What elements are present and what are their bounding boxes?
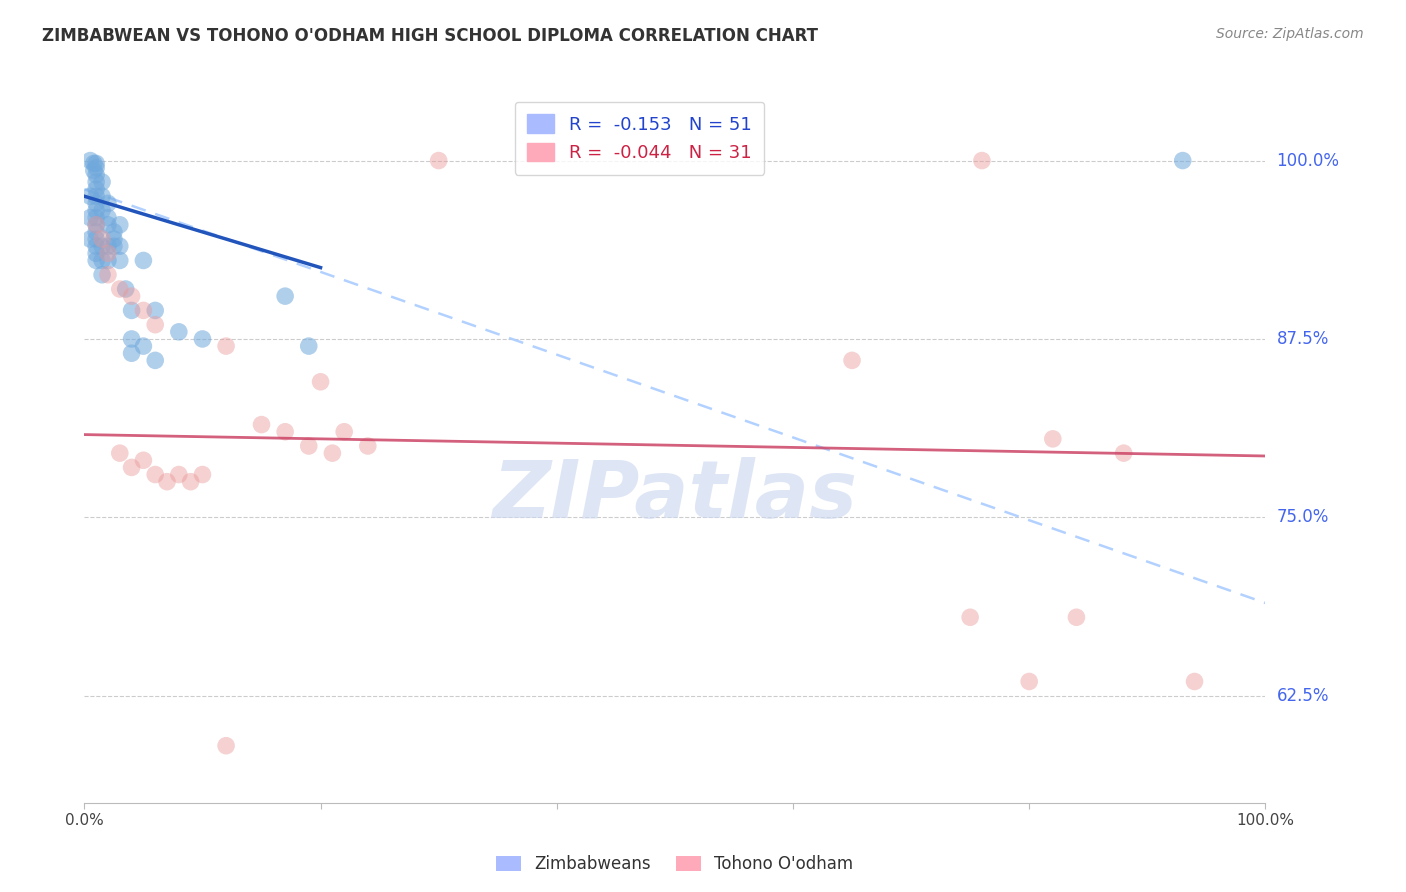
Point	[79, 211, 101, 225]
Point	[121, 460, 143, 475]
Point	[108, 282, 131, 296]
Point	[274, 425, 297, 439]
Point	[970, 153, 993, 168]
Point	[103, 239, 125, 253]
Point	[121, 332, 143, 346]
Point	[84, 161, 107, 175]
Point	[143, 353, 166, 368]
Point	[121, 303, 143, 318]
Point	[91, 203, 114, 218]
Point	[132, 453, 155, 467]
Point	[91, 239, 114, 253]
Point	[132, 339, 155, 353]
Point	[97, 268, 120, 282]
Point	[1066, 610, 1088, 624]
Point	[1042, 432, 1064, 446]
Point	[427, 153, 450, 168]
Text: 75.0%: 75.0%	[1277, 508, 1329, 526]
Point	[103, 225, 125, 239]
Point	[84, 189, 107, 203]
Point	[91, 268, 114, 282]
Point	[309, 375, 332, 389]
Point	[97, 211, 120, 225]
Text: 100.0%: 100.0%	[1277, 152, 1340, 169]
Point	[1018, 674, 1040, 689]
Point	[167, 467, 190, 482]
Point	[143, 303, 166, 318]
Point	[84, 175, 107, 189]
Point	[121, 346, 143, 360]
Point	[83, 163, 105, 178]
Point	[321, 446, 343, 460]
Point	[108, 218, 131, 232]
Point	[84, 168, 107, 182]
Point	[333, 425, 356, 439]
Text: ZIMBABWEAN VS TOHONO O'ODHAM HIGH SCHOOL DIPLOMA CORRELATION CHART: ZIMBABWEAN VS TOHONO O'ODHAM HIGH SCHOOL…	[42, 27, 818, 45]
Point	[91, 175, 114, 189]
Point	[114, 282, 136, 296]
Point	[191, 467, 214, 482]
Point	[84, 232, 107, 246]
Point	[103, 232, 125, 246]
Point	[143, 318, 166, 332]
Point	[167, 325, 190, 339]
Point	[180, 475, 202, 489]
Point	[84, 211, 107, 225]
Point	[156, 475, 179, 489]
Point	[108, 446, 131, 460]
Point	[298, 439, 321, 453]
Point	[1171, 153, 1194, 168]
Point	[215, 339, 238, 353]
Legend: Zimbabweans, Tohono O'odham: Zimbabweans, Tohono O'odham	[489, 849, 860, 880]
Point	[97, 246, 120, 260]
Point	[83, 156, 105, 170]
Point	[132, 253, 155, 268]
Point	[97, 253, 120, 268]
Point	[84, 182, 107, 196]
Point	[143, 467, 166, 482]
Point	[1112, 446, 1135, 460]
Point	[97, 196, 120, 211]
Point	[84, 218, 107, 232]
Point	[97, 239, 120, 253]
Point	[79, 189, 101, 203]
Text: 87.5%: 87.5%	[1277, 330, 1329, 348]
Point	[121, 289, 143, 303]
Point	[215, 739, 238, 753]
Point	[132, 303, 155, 318]
Text: ZIPatlas: ZIPatlas	[492, 457, 858, 535]
Point	[97, 218, 120, 232]
Text: 62.5%: 62.5%	[1277, 687, 1329, 705]
Point	[84, 239, 107, 253]
Point	[79, 232, 101, 246]
Point	[91, 189, 114, 203]
Point	[191, 332, 214, 346]
Point	[108, 253, 131, 268]
Point	[84, 156, 107, 170]
Point	[84, 246, 107, 260]
Point	[84, 253, 107, 268]
Text: Source: ZipAtlas.com: Source: ZipAtlas.com	[1216, 27, 1364, 41]
Point	[298, 339, 321, 353]
Point	[84, 225, 107, 239]
Point	[274, 289, 297, 303]
Point	[108, 239, 131, 253]
Point	[841, 353, 863, 368]
Point	[91, 232, 114, 246]
Point	[91, 253, 114, 268]
Point	[357, 439, 380, 453]
Point	[84, 203, 107, 218]
Point	[84, 196, 107, 211]
Point	[79, 153, 101, 168]
Point	[959, 610, 981, 624]
Point	[1184, 674, 1206, 689]
Point	[84, 218, 107, 232]
Point	[250, 417, 273, 432]
